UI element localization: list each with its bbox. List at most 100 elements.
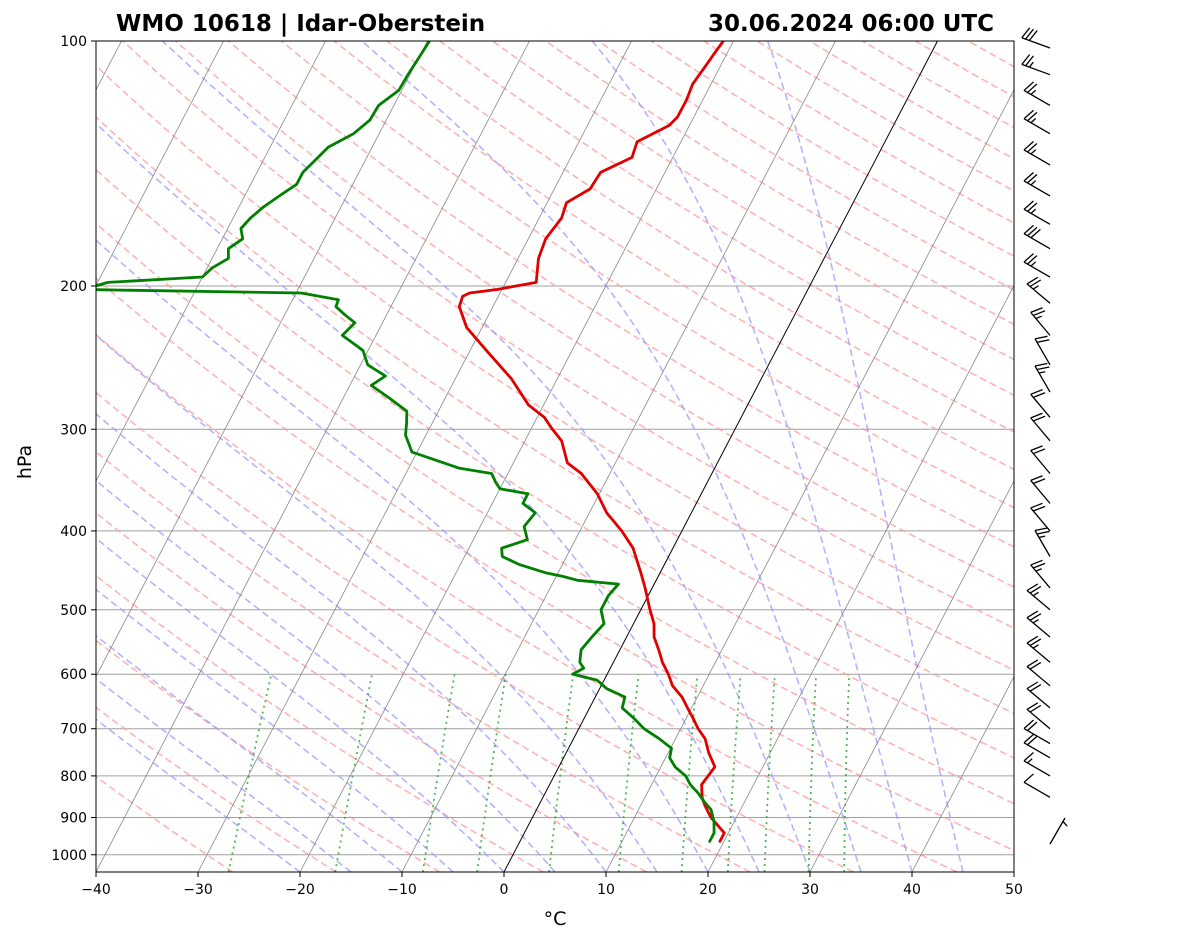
dry-adiabat-line xyxy=(386,41,1014,433)
plot-frame xyxy=(95,40,1015,873)
wind-barb xyxy=(1030,445,1051,474)
wind-barb xyxy=(1026,610,1051,638)
x-tick-label: 40 xyxy=(903,882,921,898)
isotherm-line xyxy=(809,480,1014,872)
wind-barb xyxy=(1023,109,1051,135)
isotherm-line xyxy=(197,41,632,872)
moist-adiabat-line xyxy=(161,41,811,872)
wind-barb xyxy=(1030,412,1051,442)
dry-adiabat-line xyxy=(96,168,1014,759)
wind-barb xyxy=(1034,527,1051,557)
x-tick-label: −30 xyxy=(183,882,213,898)
zero-isotherm-line xyxy=(503,41,938,872)
moist-adiabat-line xyxy=(591,41,913,872)
wind-barb xyxy=(1023,253,1051,278)
x-tick-label: 30 xyxy=(801,882,819,898)
dry-adiabat-line xyxy=(280,41,1014,509)
dry-adiabat-line xyxy=(96,450,751,872)
isotherm-line xyxy=(299,41,734,872)
wind-barb xyxy=(1030,475,1051,504)
chart-title-station: WMO 10618 | Idar-Oberstein xyxy=(116,11,485,37)
wind-barb xyxy=(1026,659,1051,687)
isotherm-line xyxy=(96,41,428,678)
x-axis-ticks: −40 −30 −20 −10 0 10 20 30 40 50 xyxy=(81,872,1023,898)
wind-barb xyxy=(1021,27,1051,49)
x-tick-label: 20 xyxy=(699,882,717,898)
y-axis-label: hPa xyxy=(14,445,36,479)
wind-barb xyxy=(1030,502,1051,532)
dry-adiabat-line xyxy=(96,277,1014,852)
wind-barb xyxy=(1030,389,1051,418)
wind-barb xyxy=(1049,817,1068,845)
y-axis-ticks: 1000 900 800 700 600 500 400 300 200 100 xyxy=(51,34,96,864)
mixing-ratio-line xyxy=(763,674,776,872)
wind-barb xyxy=(1026,276,1051,304)
y-tick-label: 200 xyxy=(60,279,87,295)
wind-barb xyxy=(1026,583,1051,611)
dry-adiabat-line xyxy=(96,775,234,872)
x-axis-label: °C xyxy=(544,908,567,930)
mixing-ratio-line xyxy=(807,674,817,872)
x-tick-label: −40 xyxy=(81,882,111,898)
wind-barb xyxy=(1026,635,1051,663)
dry-adiabat-line xyxy=(333,41,1014,471)
moist-adiabat-line xyxy=(96,479,556,872)
wind-barb xyxy=(1023,719,1051,745)
mixing-ratio-line xyxy=(476,674,507,872)
wind-barb xyxy=(1023,752,1051,777)
dry-adiabats xyxy=(96,41,1014,872)
dry-adiabat-line xyxy=(227,41,1014,548)
moist-adiabat-line xyxy=(96,334,658,872)
x-tick-label: 0 xyxy=(500,882,509,898)
x-tick-label: −20 xyxy=(285,882,315,898)
chart-title-datetime: 30.06.2024 06:00 UTC xyxy=(708,11,994,37)
moist-adiabat-line xyxy=(96,239,709,872)
mixing-ratio-line xyxy=(726,674,742,872)
dry-adiabat-line xyxy=(96,116,1014,715)
wind-barb xyxy=(1023,224,1051,250)
isotherm-line xyxy=(707,284,1014,872)
wind-barb xyxy=(1034,335,1051,366)
dewpoint-profile-line xyxy=(96,41,716,843)
moist-adiabat-line xyxy=(96,588,454,872)
wind-barb xyxy=(1030,307,1051,336)
y-tick-label: 100 xyxy=(60,34,87,50)
isotherm-line xyxy=(96,41,530,872)
isotherm-line xyxy=(401,41,836,872)
moist-adiabat-line xyxy=(96,537,505,872)
wind-barb xyxy=(1023,733,1051,759)
temperature-profile-line xyxy=(457,41,726,843)
moist-adiabat-line xyxy=(361,41,862,872)
dry-adiabat-line xyxy=(96,391,854,872)
wind-barb xyxy=(1023,200,1051,225)
sounding-profiles xyxy=(96,41,726,843)
wind-barbs xyxy=(1021,27,1068,845)
y-tick-label: 600 xyxy=(60,667,87,683)
dry-adiabat-line xyxy=(96,639,441,872)
wind-barb xyxy=(1034,362,1051,393)
dry-adiabat-line xyxy=(96,511,647,872)
moist-adiabat-line xyxy=(96,677,352,872)
wind-barb xyxy=(1023,172,1051,197)
moist-adiabat-line xyxy=(766,41,964,872)
y-tick-label: 900 xyxy=(60,811,87,827)
isotherm-line xyxy=(96,41,224,287)
isotherm-line xyxy=(911,675,1014,872)
wind-barb xyxy=(1021,54,1051,76)
mixing-ratio-line xyxy=(843,674,851,872)
isotherm-line xyxy=(605,89,1014,872)
wind-barb xyxy=(1023,81,1051,106)
mixing-ratio-lines xyxy=(227,674,851,872)
dry-adiabat-line xyxy=(96,333,958,872)
x-tick-label: −10 xyxy=(387,882,417,898)
y-tick-label: 500 xyxy=(60,603,87,619)
y-tick-label: 1000 xyxy=(51,848,87,864)
y-tick-label: 300 xyxy=(60,422,87,438)
x-tick-label: 50 xyxy=(1005,882,1023,898)
isotherm-line xyxy=(96,41,326,482)
x-tick-label: 10 xyxy=(597,882,615,898)
dry-adiabat-line xyxy=(96,64,1014,672)
wind-barb xyxy=(1026,702,1051,730)
wind-barb xyxy=(1023,773,1051,798)
